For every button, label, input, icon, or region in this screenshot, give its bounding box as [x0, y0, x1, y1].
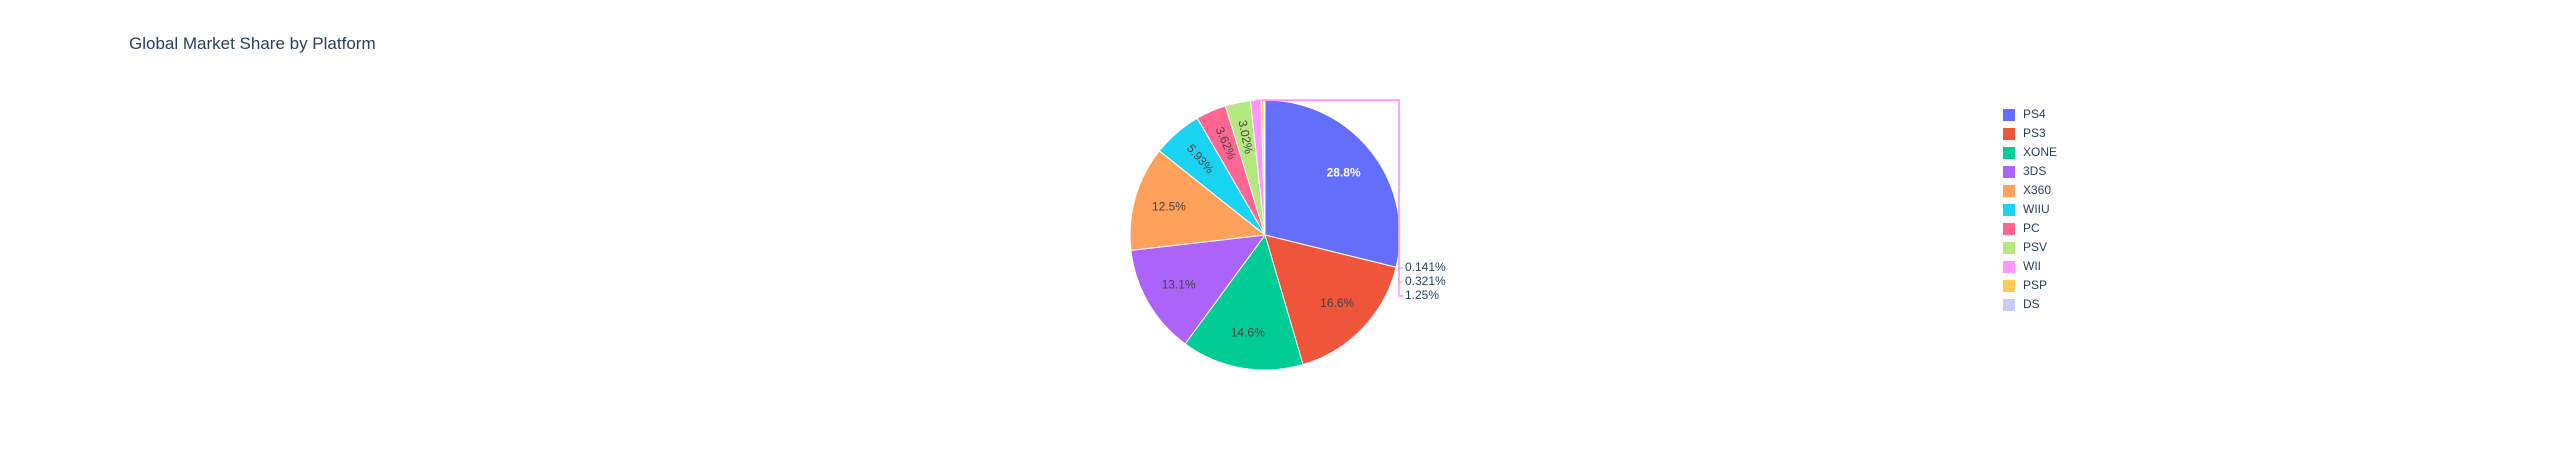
- slice-label-ps4: 28.8%: [1327, 166, 1361, 180]
- legend-label-wiiu: WIIU: [2023, 202, 2050, 216]
- legend-label-ps4: PS4: [2023, 107, 2046, 121]
- legend-label-ds: DS: [2023, 297, 2040, 311]
- pie-outside-labels: 0.141%0.321%1.25%: [1255, 99, 1446, 302]
- legend-item-3ds[interactable]: 3DS: [2003, 164, 2046, 178]
- legend-item-psv[interactable]: PSV: [2003, 240, 2047, 254]
- legend-label-xone: XONE: [2023, 145, 2057, 159]
- legend-swatch-ps3: [2003, 128, 2015, 140]
- legend-swatch-psv: [2003, 242, 2015, 254]
- legend-item-pc[interactable]: PC: [2003, 221, 2040, 235]
- legend-label-psp: PSP: [2023, 278, 2047, 292]
- legend-item-psp[interactable]: PSP: [2003, 278, 2047, 292]
- slice-label-x360: 12.5%: [1152, 200, 1186, 214]
- legend-label-wii: WII: [2023, 259, 2041, 273]
- pie-slices: [1129, 99, 1401, 371]
- legend-item-wiiu[interactable]: WIIU: [2003, 202, 2050, 216]
- slice-label-ps3: 16.6%: [1320, 296, 1354, 310]
- legend-item-ds[interactable]: DS: [2003, 297, 2040, 311]
- slice-label-xone: 14.6%: [1231, 326, 1265, 340]
- pie-slice-3ds[interactable]: [1130, 234, 1267, 345]
- legend-item-x360[interactable]: X360: [2003, 183, 2051, 197]
- legend-swatch-x360: [2003, 185, 2015, 197]
- slice-label-psv: 3.02%: [1235, 119, 1256, 155]
- chart-title: Global Market Share by Platform: [129, 34, 376, 53]
- legend: PS4 PS3 XONE 3DS X360 WIIU PC PSV WII PSP DS: [2003, 107, 2057, 311]
- leader-line-wii: [1255, 99, 1403, 297]
- legend-label-x360: X360: [2023, 183, 2051, 197]
- legend-swatch-ps4: [2003, 109, 2015, 121]
- pie-slice-xone[interactable]: [1184, 233, 1304, 371]
- legend-swatch-pc: [2003, 223, 2015, 235]
- pie-slice-ps3[interactable]: [1264, 234, 1397, 366]
- legend-item-wii[interactable]: WII: [2003, 259, 2041, 273]
- pie-slice-ps4[interactable]: [1264, 99, 1401, 268]
- legend-swatch-ds: [2003, 299, 2015, 311]
- legend-label-3ds: 3DS: [2023, 164, 2046, 178]
- legend-item-ps4[interactable]: PS4: [2003, 107, 2046, 121]
- legend-label-pc: PC: [2023, 221, 2040, 235]
- legend-item-ps3[interactable]: PS3: [2003, 126, 2046, 140]
- pie-inside-labels: 28.8%16.6%14.6%13.1%12.5%5.93%3.62%3.02%: [1152, 119, 1361, 340]
- legend-swatch-psp: [2003, 280, 2015, 292]
- legend-item-xone[interactable]: XONE: [2003, 145, 2057, 159]
- legend-label-ps3: PS3: [2023, 126, 2046, 140]
- legend-swatch-wiiu: [2003, 204, 2015, 216]
- legend-swatch-3ds: [2003, 166, 2015, 178]
- slice-label-3ds: 13.1%: [1162, 277, 1196, 291]
- legend-label-psv: PSV: [2023, 240, 2047, 254]
- pie-slice-x360[interactable]: [1129, 150, 1267, 251]
- legend-swatch-wii: [2003, 261, 2015, 273]
- slice-label-psp: 0.321%: [1405, 274, 1446, 288]
- slice-label-wii: 1.25%: [1405, 288, 1439, 302]
- slice-label-ds: 0.141%: [1405, 260, 1446, 274]
- legend-swatch-xone: [2003, 147, 2015, 159]
